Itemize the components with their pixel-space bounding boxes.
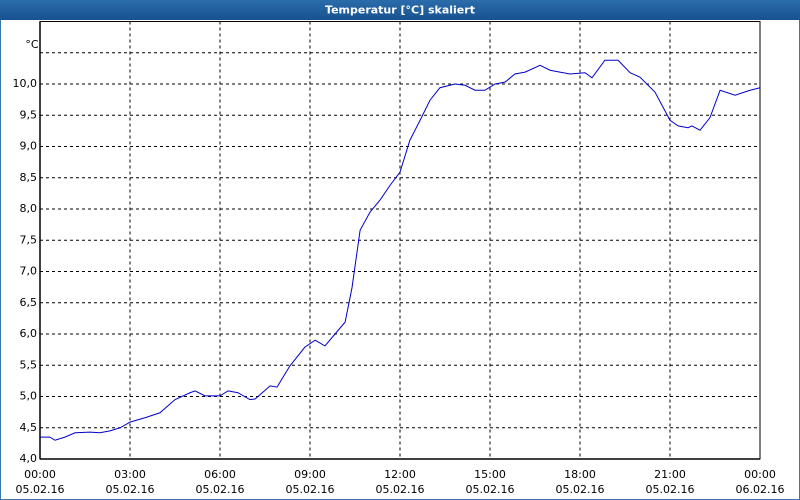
x-tick-date: 05.02.16: [466, 483, 515, 496]
y-tick-label: 10,0: [13, 77, 38, 90]
y-tick-label: 6,0: [20, 327, 38, 340]
x-tick-label: 12:00: [384, 468, 416, 481]
y-tick-label: 7,0: [20, 265, 38, 278]
x-tick-label: 21:00: [654, 468, 686, 481]
x-tick-label: 15:00: [474, 468, 506, 481]
x-tick-label: 03:00: [114, 468, 146, 481]
x-tick-label: 00:00: [744, 468, 776, 481]
x-tick-label: 09:00: [294, 468, 326, 481]
x-tick-date: 05.02.16: [556, 483, 605, 496]
y-unit: °C: [25, 38, 39, 51]
y-tick-label: 7,5: [20, 233, 38, 246]
y-tick-label: 6,5: [20, 296, 38, 309]
x-tick-date: 05.02.16: [286, 483, 335, 496]
x-tick-date: 05.02.16: [646, 483, 695, 496]
x-tick-date: 05.02.16: [106, 483, 155, 496]
y-tick-label: 9,5: [20, 108, 38, 121]
x-tick-label: 18:00: [564, 468, 596, 481]
chart-title: Temperatur [°C] skaliert: [325, 4, 475, 17]
x-tick-label: 00:00: [24, 468, 56, 481]
y-tick-label: 8,0: [20, 202, 38, 215]
x-tick-label: 06:00: [204, 468, 236, 481]
y-tick-label: 5,0: [20, 390, 38, 403]
y-tick-label: 4,0: [20, 452, 38, 465]
title-bar: [0, 0, 800, 20]
x-tick-date: 05.02.16: [16, 483, 65, 496]
y-tick-label: 8,5: [20, 171, 38, 184]
x-tick-date: 05.02.16: [196, 483, 245, 496]
x-tick-date: 05.02.16: [376, 483, 425, 496]
y-tick-label: 9,0: [20, 140, 38, 153]
x-tick-date: 06.02.16: [736, 483, 785, 496]
y-tick-label: 5,5: [20, 358, 38, 371]
temperature-line: [40, 59, 761, 441]
y-tick-label: 4,5: [20, 421, 38, 434]
